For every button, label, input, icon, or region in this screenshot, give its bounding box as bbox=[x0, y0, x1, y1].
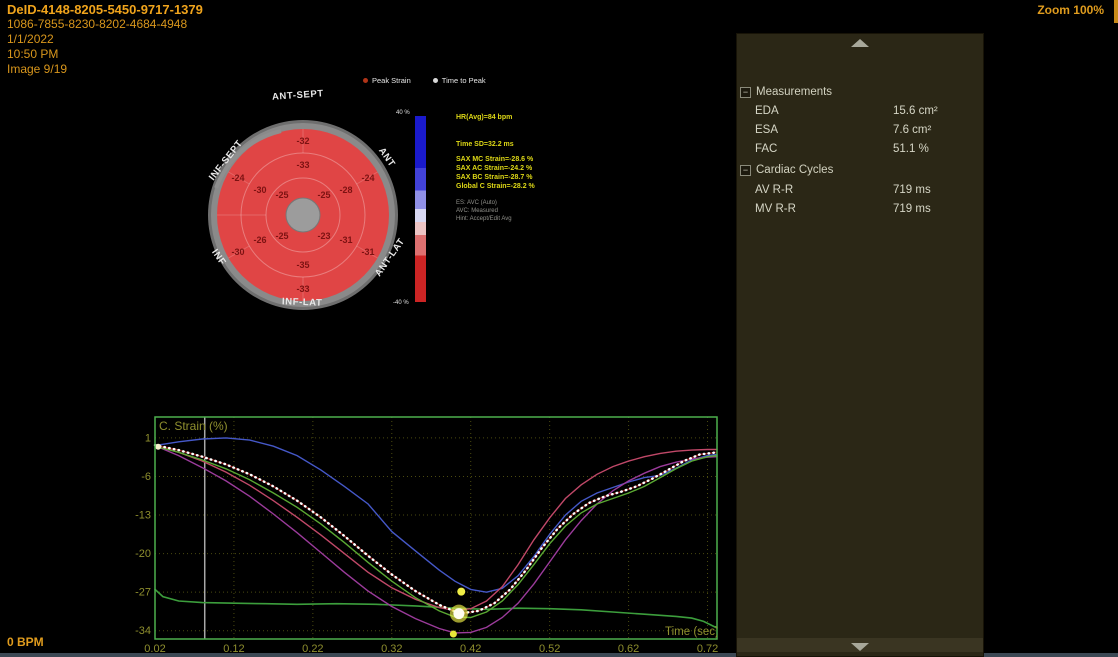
panel-scroll-up-button[interactable] bbox=[737, 34, 983, 50]
study-date: 1/1/2022 bbox=[7, 32, 203, 47]
sax-ac-strain: SAX AC Strain=-24.2 % bbox=[456, 164, 535, 173]
segment-value: -23 bbox=[317, 231, 330, 241]
collapse-icon[interactable]: − bbox=[740, 87, 751, 98]
segment-value: -33 bbox=[296, 160, 309, 170]
colorbar-min-label: -40 % bbox=[393, 300, 409, 306]
measurements-title: Measurements bbox=[756, 86, 832, 98]
segment-value: -24 bbox=[231, 173, 244, 183]
row-label: ESA bbox=[755, 124, 778, 136]
x-tick-label: 0.02 bbox=[144, 643, 165, 655]
study-time: 10:50 PM bbox=[7, 47, 203, 62]
arrow-down-icon bbox=[851, 643, 869, 651]
time-to-peak-radio[interactable]: Time to Peak bbox=[433, 76, 486, 85]
y-tick-label: -13 bbox=[135, 510, 151, 522]
row-label: AV R-R bbox=[755, 184, 793, 196]
row-value: 15.6 cm² bbox=[893, 105, 938, 117]
radio-selected-icon bbox=[363, 78, 368, 83]
study-id-label: 1086-7855-8230-8202-4684-4948 bbox=[7, 17, 203, 32]
segment-value: -24 bbox=[361, 173, 374, 183]
average-dotted-white-under bbox=[155, 445, 717, 613]
echo-analysis-screen: DeID-4148-8205-5450-9717-1379 1086-7855-… bbox=[0, 0, 1118, 657]
cardiac-cycles-section-header: − Cardiac Cycles bbox=[740, 164, 833, 176]
display-mode-legend: Peak Strain Time to Peak bbox=[363, 76, 486, 85]
x-tick-label: 0.62 bbox=[618, 643, 639, 655]
peak-marker bbox=[453, 608, 464, 619]
peak-marker bbox=[450, 631, 457, 638]
x-tick-label: 0.32 bbox=[381, 643, 402, 655]
peak-strain-radio[interactable]: Peak Strain bbox=[363, 76, 411, 85]
row-label: FAC bbox=[755, 143, 777, 155]
segment-value: -32 bbox=[296, 136, 309, 146]
row-value: 51.1 % bbox=[893, 143, 929, 155]
row-value: 719 ms bbox=[893, 184, 931, 196]
radio-unselected-icon bbox=[433, 78, 438, 83]
collapse-icon[interactable]: − bbox=[740, 165, 751, 176]
segment-magenta bbox=[155, 446, 717, 633]
cardiac-cycles-title: Cardiac Cycles bbox=[756, 164, 833, 176]
y-tick-label: -34 bbox=[135, 625, 151, 637]
sector-label-inf-lat: INF-LAT bbox=[282, 296, 323, 308]
segment-value: -31 bbox=[361, 247, 374, 257]
zoom-level-label: Zoom 100% bbox=[1037, 3, 1104, 17]
measurements-section-header: − Measurements bbox=[740, 86, 832, 98]
y-tick-label: -6 bbox=[141, 471, 151, 483]
colorbar-max-label: 40 % bbox=[396, 110, 410, 116]
segment-value: -28 bbox=[339, 185, 352, 195]
x-tick-label: 0.72 bbox=[697, 643, 718, 655]
sax-mc-strain: SAX MC Strain=-28.6 % bbox=[456, 155, 535, 164]
bpm-label: 0 BPM bbox=[7, 635, 44, 649]
y-tick-label: -27 bbox=[135, 587, 151, 599]
segment-value: -33 bbox=[296, 284, 309, 294]
y-axis-label: C. Strain (%) bbox=[159, 419, 228, 433]
time-to-peak-label: Time to Peak bbox=[442, 76, 486, 85]
strain-chart: 1 -6 -13 -20 -27 -34 0.02 0.12 0.22 0.32 0.42 0.52 0… bbox=[130, 398, 750, 657]
peak-marker bbox=[155, 444, 161, 450]
segment-value: -25 bbox=[275, 190, 288, 200]
peak-marker bbox=[457, 588, 465, 596]
image-counter: Image 9/19 bbox=[7, 62, 203, 77]
arrow-up-icon bbox=[851, 39, 869, 47]
right-edge-marker bbox=[1114, 0, 1118, 23]
global-c-strain: Global C Strain=-28.2 % bbox=[456, 182, 535, 191]
y-tick-label: -20 bbox=[135, 548, 151, 560]
sector-label-ant-sept: ANT-SEPT bbox=[272, 88, 324, 103]
segment-value: -35 bbox=[296, 260, 309, 270]
segment-value: -30 bbox=[231, 247, 244, 257]
sax-bc-strain: SAX BC Strain=-28.7 % bbox=[456, 173, 535, 182]
measurements-panel: − Measurements EDA 15.6 cm² ESA 7.6 cm² … bbox=[736, 33, 984, 657]
x-tick-label: 0.52 bbox=[539, 643, 560, 655]
row-value: 7.6 cm² bbox=[893, 124, 931, 136]
strain-colorbar bbox=[415, 116, 426, 302]
segment-value: -31 bbox=[339, 235, 352, 245]
x-axis-label: Time (sec) bbox=[665, 626, 719, 638]
time-sd-label: Time SD=32.2 ms bbox=[456, 140, 535, 149]
y-tick-label: 1 bbox=[145, 432, 151, 444]
panel-scroll-down-button[interactable] bbox=[737, 638, 983, 652]
fine-print-line: AVC: Measured bbox=[456, 207, 535, 215]
segment-value: -25 bbox=[275, 231, 288, 241]
peak-strain-label: Peak Strain bbox=[372, 76, 411, 85]
study-info: DeID-4148-8205-5450-9717-1379 1086-7855-… bbox=[7, 2, 203, 77]
hr-avg-label: HR(Avg)=84 bpm bbox=[456, 113, 535, 122]
deid-label: DeID-4148-8205-5450-9717-1379 bbox=[7, 2, 203, 17]
chart-border bbox=[155, 417, 717, 639]
x-tick-label: 0.42 bbox=[460, 643, 481, 655]
row-label: MV R-R bbox=[755, 203, 796, 215]
strain-results: HR(Avg)=84 bpm Time SD=32.2 ms SAX MC St… bbox=[456, 113, 535, 223]
row-value: 719 ms bbox=[893, 203, 931, 215]
x-tick-label: 0.12 bbox=[223, 643, 244, 655]
fine-print-line: ES: AVC (Auto) bbox=[456, 199, 535, 207]
row-label: EDA bbox=[755, 105, 779, 117]
fine-print-line: Hint: Accept/Edit Avg bbox=[456, 215, 535, 223]
segment-value: -26 bbox=[253, 235, 266, 245]
segment-value: -30 bbox=[253, 185, 266, 195]
segment-value: -25 bbox=[317, 190, 330, 200]
x-tick-label: 0.22 bbox=[302, 643, 323, 655]
